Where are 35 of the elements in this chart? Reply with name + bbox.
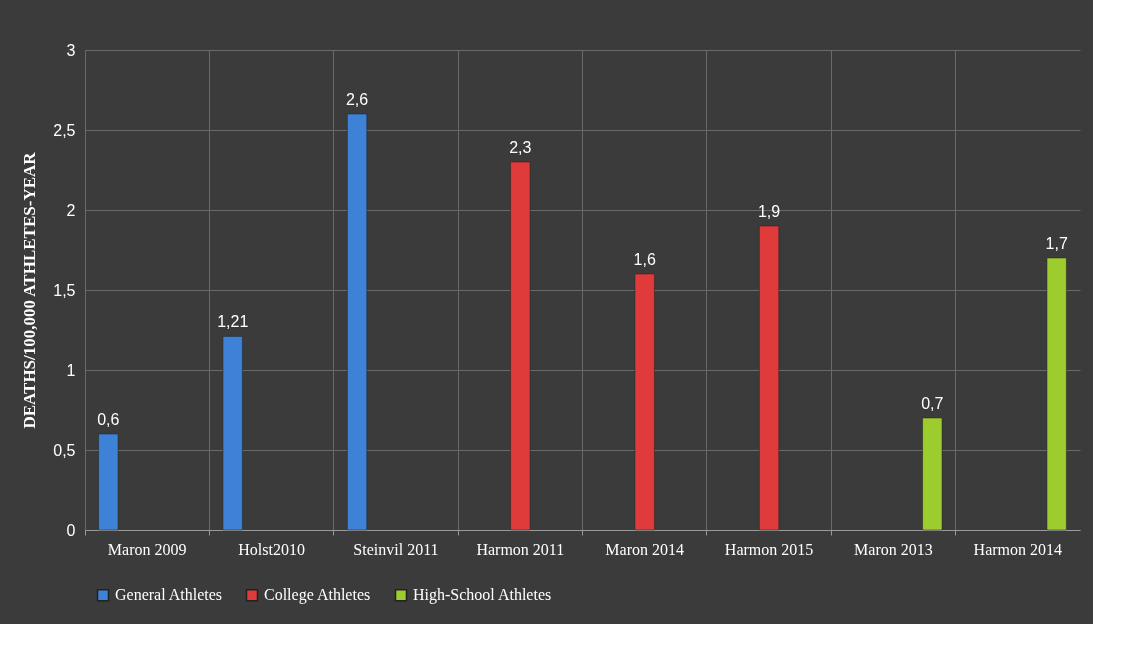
- y-tick-label: 0,5: [53, 441, 76, 459]
- x-tick-label: Maron 2009: [107, 540, 187, 558]
- bar: [922, 417, 943, 531]
- data-label: 0,6: [97, 411, 120, 428]
- x-tick-label: Holst2010: [238, 540, 305, 558]
- x-tick-label: Harmon 2011: [476, 540, 565, 558]
- legend-label: General Athletes: [115, 586, 223, 604]
- x-tick-label: Maron 2013: [854, 540, 933, 558]
- bar: [759, 225, 780, 531]
- bar: [222, 336, 243, 531]
- data-label: 0,7: [921, 395, 944, 412]
- bar: [634, 273, 655, 531]
- data-label: 2,6: [345, 91, 369, 108]
- y-tick-label: 0: [66, 521, 76, 539]
- x-tick-label: Steinvil 2011: [353, 540, 439, 558]
- bar: [510, 161, 531, 531]
- y-tick-label: 2: [66, 201, 76, 219]
- legend-label: High-School Athletes: [413, 586, 552, 605]
- data-label: 1,9: [757, 203, 781, 220]
- y-tick-label: 3: [66, 41, 76, 59]
- bar: [98, 433, 119, 531]
- y-tick-label: 1: [66, 361, 76, 379]
- data-label: 1,7: [1045, 235, 1068, 252]
- x-tick-label: Harmon 2015: [724, 540, 814, 558]
- bar: [1046, 257, 1067, 531]
- legend-label: College Athletes: [264, 586, 371, 605]
- y-tick-label: 2,5: [53, 121, 76, 139]
- data-label: 2,3: [509, 139, 532, 156]
- data-label: 1,21: [217, 313, 249, 331]
- y-tick-label: 1,5: [53, 281, 76, 299]
- bar: [347, 113, 368, 531]
- y-axis-title: DEATHS/100,000 ATHLETES-YEAR: [20, 151, 40, 429]
- x-tick-label: Maron 2014: [605, 540, 685, 558]
- data-label: 1,6: [633, 251, 656, 268]
- x-tick-label: Harmon 2014: [973, 540, 1063, 558]
